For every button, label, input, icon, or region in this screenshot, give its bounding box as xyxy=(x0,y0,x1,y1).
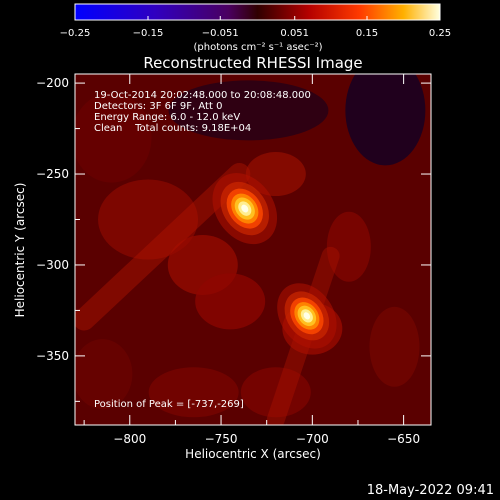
colorbar-tick-label: 0.25 xyxy=(429,28,451,39)
x-tick-label: −800 xyxy=(113,432,146,446)
image-area xyxy=(75,74,431,425)
annotation-detectors: Detectors: 3F 6F 9F, Att 0 xyxy=(94,101,222,112)
diffuse-emission xyxy=(75,92,152,183)
y-tick-label: −300 xyxy=(36,258,69,272)
diffuse-emission xyxy=(75,339,133,410)
colorbar-tick-label: −0.051 xyxy=(202,28,239,39)
diffuse-emission xyxy=(168,80,329,141)
colorbar-tick-label: −0.25 xyxy=(60,28,91,39)
annotation-clean: Clean Total counts: 9.18E+04 xyxy=(94,123,251,134)
annotation-energy: Energy Range: 6.0 - 12.0 keV xyxy=(94,112,240,123)
diffuse-emission xyxy=(98,179,199,260)
x-tick-label: −650 xyxy=(387,432,420,446)
y-axis: −200 −250 −300 −350 xyxy=(36,76,431,402)
x-axis-label: Heliocentric X (arcsec) xyxy=(185,447,321,461)
colorbar-tick-label: −0.15 xyxy=(133,28,164,39)
diffuse-emission xyxy=(195,273,266,330)
x-axis: −800 −750 −700 −650 xyxy=(83,74,420,446)
diffuse-emission xyxy=(369,306,420,387)
colorbar-unit-label: (photons cm⁻² s⁻¹ asec⁻²) xyxy=(193,42,322,53)
flare-source xyxy=(303,312,311,320)
plot-frame xyxy=(74,73,432,426)
x-tick-label: −750 xyxy=(205,432,238,446)
colorbar-tick-label: 0.15 xyxy=(356,28,378,39)
y-tick-label: −350 xyxy=(36,349,69,363)
y-tick-label: −200 xyxy=(36,76,69,90)
diffuse-emission xyxy=(240,367,311,418)
emission-map xyxy=(75,74,426,425)
x-tick-label: −700 xyxy=(296,432,329,446)
colorbar xyxy=(74,3,441,21)
annotation-peak-position: Position of Peak = [-737,-269] xyxy=(94,399,244,410)
footer-date: 18-May-2022 09:41 xyxy=(367,483,494,498)
colorbar-tick-label: 0.051 xyxy=(280,28,309,39)
y-axis-label: Heliocentric Y (arcsec) xyxy=(13,183,27,318)
colorbar-ticks: −0.25 −0.15 −0.051 0.051 0.15 0.25 xyxy=(60,16,451,39)
diffuse-emission xyxy=(326,211,371,282)
flare-source xyxy=(241,204,249,213)
diffuse-emission xyxy=(345,74,426,166)
annotation-time: 19-Oct-2014 20:02:48.000 to 20:08:48.000 xyxy=(94,90,311,101)
y-tick-label: −250 xyxy=(36,167,69,181)
diffuse-emission xyxy=(148,367,239,418)
chart-title: Reconstructed RHESSI Image xyxy=(143,54,362,72)
